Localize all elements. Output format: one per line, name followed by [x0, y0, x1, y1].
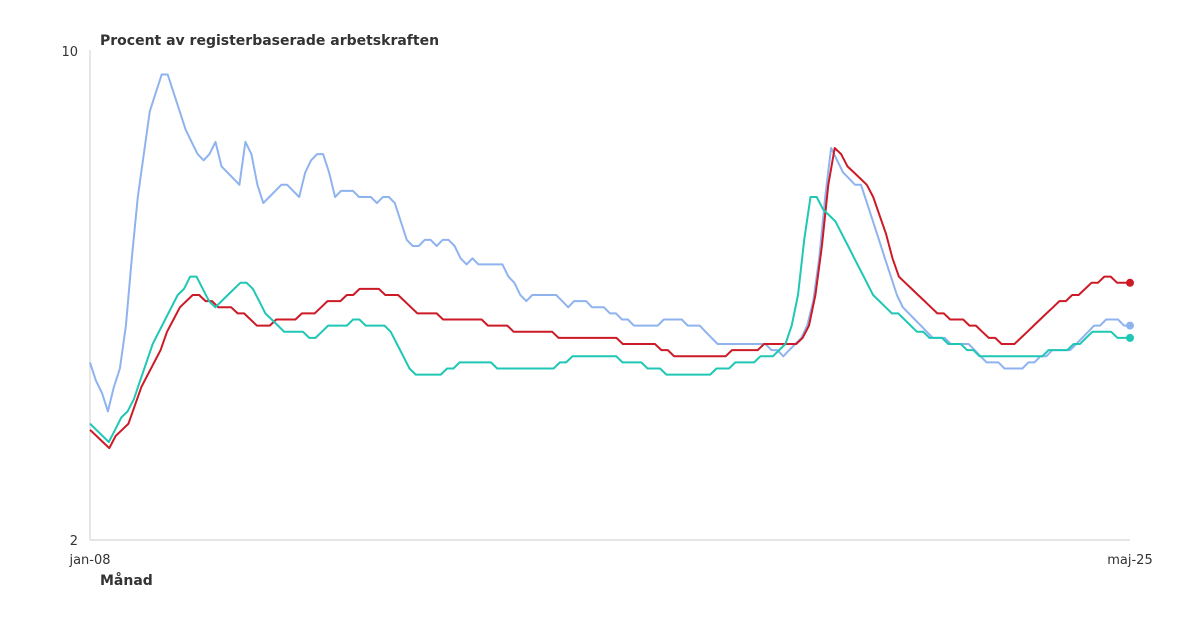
series-end-point-3 [1126, 333, 1134, 342]
series-line-1 [89, 73, 1130, 413]
series-end-point-1 [1126, 321, 1134, 330]
series-line-3 [89, 196, 1130, 443]
x-axis-title: Månad [100, 572, 153, 589]
series-end-point-2 [1126, 278, 1134, 287]
y-tick-label-bottom: 2 [70, 534, 78, 549]
x-tick-label-start: jan-08 [68, 553, 110, 568]
x-tick-label-end: maj-25 [1107, 553, 1152, 568]
y-tick-label-top: 10 [61, 45, 78, 60]
series-layer [89, 73, 1134, 450]
series-line-2 [89, 147, 1130, 450]
y-axis-title: Procent av registerbaserade arbetskrafte… [100, 33, 439, 49]
